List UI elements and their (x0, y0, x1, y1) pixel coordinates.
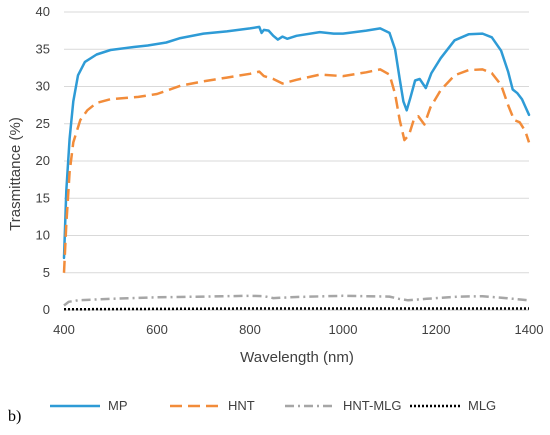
series-line-mp (62, 25, 531, 260)
y-tick-label: 30 (36, 79, 50, 94)
y-tick-label: 25 (36, 116, 50, 131)
x-axis-label: Wavelength (nm) (240, 349, 354, 366)
x-tick-label: 1200 (422, 322, 451, 337)
series-line-mlg (63, 307, 529, 311)
y-tick-label: 5 (43, 265, 50, 280)
panel-label: b) (8, 408, 21, 425)
legend-label: HNT (228, 398, 255, 413)
legend-item-mlg: MLG (410, 398, 496, 413)
legend-label: MP (108, 398, 128, 413)
x-tick-label: 600 (146, 322, 168, 337)
legend-item-mp: MP (50, 398, 128, 413)
y-tick-label: 20 (36, 153, 50, 168)
legend-item-hnt: HNT (170, 398, 255, 413)
y-tick-label: 15 (36, 190, 50, 205)
legend: MP HNT HNT-MLG MLG (50, 398, 496, 413)
legend-label: HNT-MLG (343, 398, 402, 413)
y-tick-label: 10 (36, 228, 50, 243)
series-lines (62, 25, 531, 311)
legend-label: MLG (468, 398, 496, 413)
series-line-hnt (62, 68, 531, 273)
y-tick-label: 0 (43, 302, 50, 317)
legend-item-hnt-mlg: HNT-MLG (285, 398, 402, 413)
x-tick-label: 800 (239, 322, 261, 337)
gridlines (64, 11, 529, 274)
y-tick-label: 35 (36, 41, 50, 56)
y-tick-label: 40 (36, 4, 50, 19)
x-tick-labels: 400 600 800 1000 1200 1400 (53, 322, 543, 337)
x-tick-label: 400 (53, 322, 75, 337)
y-axis-label: Trasmittance (%) (7, 117, 24, 231)
x-tick-label: 1400 (515, 322, 544, 337)
x-tick-label: 1000 (329, 322, 358, 337)
y-tick-labels: 0 5 10 15 20 25 30 35 40 (36, 4, 50, 317)
series-line-hnt-mlg (63, 294, 530, 307)
